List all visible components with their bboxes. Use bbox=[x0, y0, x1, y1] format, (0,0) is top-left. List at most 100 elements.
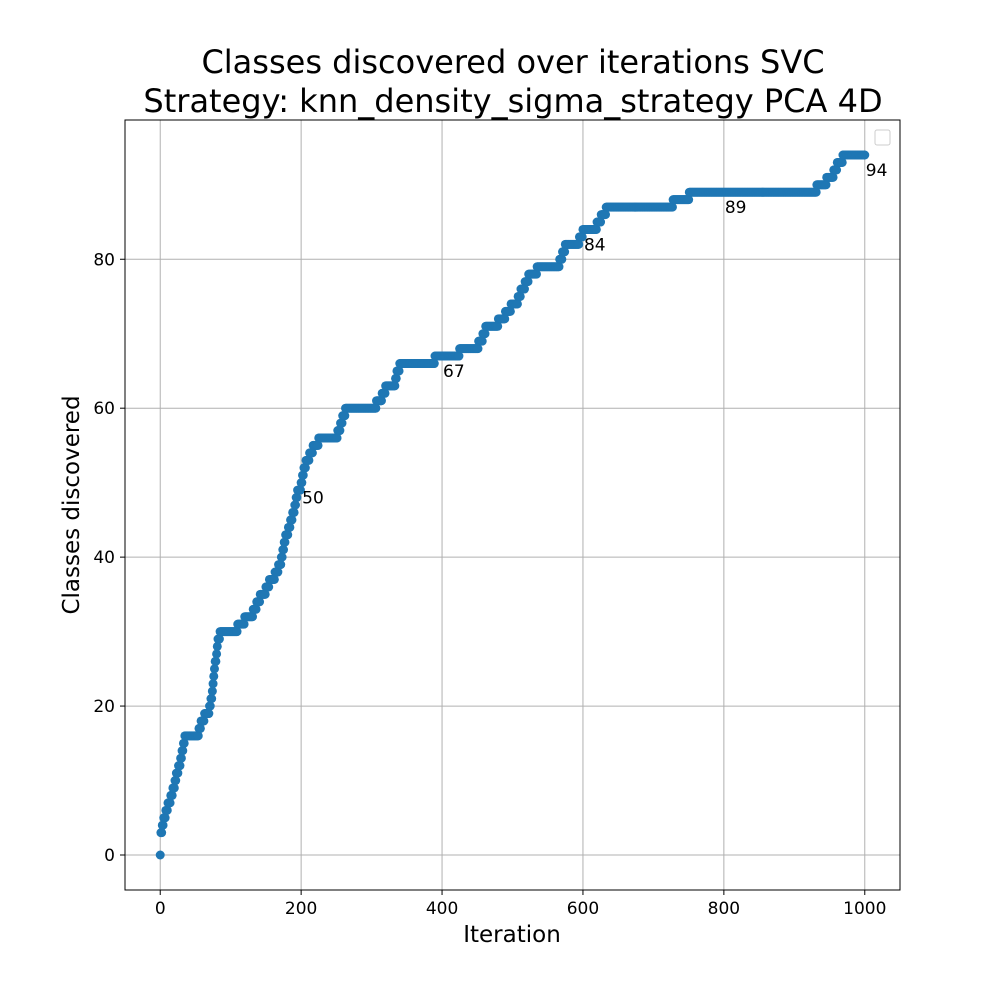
data-point bbox=[390, 381, 400, 391]
data-point bbox=[596, 217, 606, 227]
data-point bbox=[251, 604, 261, 614]
data-point bbox=[500, 314, 510, 324]
data-label: 89 bbox=[725, 198, 747, 218]
data-point bbox=[684, 195, 694, 205]
data-point bbox=[195, 723, 205, 733]
data-point bbox=[577, 232, 587, 242]
data-point bbox=[560, 247, 570, 257]
data-point bbox=[285, 522, 295, 532]
data-point bbox=[260, 589, 270, 599]
data-point bbox=[276, 560, 286, 570]
data-label: 94 bbox=[866, 161, 888, 181]
y-axis-label: Classes discovered bbox=[59, 395, 85, 614]
grid bbox=[125, 120, 900, 890]
data-point bbox=[212, 649, 222, 659]
chart-title-line1: Classes discovered over iterations SVC bbox=[201, 43, 824, 81]
data-point bbox=[523, 277, 533, 287]
data-point bbox=[519, 284, 529, 294]
data-point bbox=[173, 768, 183, 778]
data-point bbox=[155, 850, 165, 860]
x-tick-label: 200 bbox=[285, 899, 317, 919]
y-tick-label: 20 bbox=[93, 697, 115, 717]
x-tick-label: 1000 bbox=[843, 899, 886, 919]
data-point bbox=[167, 790, 177, 800]
data-point bbox=[269, 574, 279, 584]
data-point bbox=[480, 329, 490, 339]
data-point bbox=[313, 440, 323, 450]
data-point bbox=[832, 165, 842, 175]
data-point bbox=[280, 537, 290, 547]
data-point bbox=[454, 351, 464, 361]
data-point bbox=[837, 157, 847, 167]
data-point bbox=[300, 463, 310, 473]
data-point bbox=[178, 746, 188, 756]
y-tick-label: 0 bbox=[104, 846, 115, 866]
data-point bbox=[371, 403, 381, 413]
data-point bbox=[199, 716, 209, 726]
data-point bbox=[239, 619, 249, 629]
data-point bbox=[376, 396, 386, 406]
data-point bbox=[505, 306, 515, 316]
data-point bbox=[337, 418, 347, 428]
data-point bbox=[212, 641, 222, 651]
data-point bbox=[255, 597, 265, 607]
data-point bbox=[515, 291, 525, 301]
x-tick-label: 0 bbox=[155, 899, 166, 919]
y-tick-label: 40 bbox=[93, 548, 115, 568]
data-points bbox=[155, 150, 870, 860]
data-point bbox=[176, 753, 186, 763]
x-tick-label: 600 bbox=[567, 899, 599, 919]
data-point bbox=[591, 224, 601, 234]
data-point bbox=[667, 202, 677, 212]
data-point bbox=[307, 448, 317, 458]
data-point bbox=[298, 470, 308, 480]
data-point bbox=[171, 776, 181, 786]
data-point bbox=[193, 731, 203, 741]
data-point bbox=[295, 485, 305, 495]
data-point bbox=[165, 798, 175, 808]
data-point bbox=[291, 500, 300, 510]
data-point bbox=[828, 172, 838, 182]
data-point bbox=[332, 433, 342, 443]
data-point bbox=[340, 411, 350, 421]
data-point bbox=[429, 359, 439, 369]
data-point bbox=[493, 321, 503, 331]
data-point bbox=[391, 373, 401, 383]
data-point bbox=[601, 210, 610, 220]
y-tick-label: 60 bbox=[93, 399, 115, 419]
x-tick-label: 400 bbox=[426, 899, 458, 919]
data-label: 84 bbox=[584, 235, 606, 255]
data-point bbox=[214, 634, 224, 644]
data-point bbox=[205, 701, 215, 711]
data-point bbox=[531, 269, 541, 279]
data-point bbox=[512, 299, 522, 309]
data-point bbox=[207, 694, 217, 704]
data-point bbox=[554, 262, 564, 272]
data-point bbox=[204, 709, 214, 719]
data-point bbox=[160, 813, 170, 823]
chart-title-line2: Strategy: knn_density_sigma_strategy PCA… bbox=[143, 82, 882, 120]
data-point bbox=[335, 426, 345, 436]
x-axis-label: Iteration bbox=[463, 922, 561, 948]
x-tick-label: 800 bbox=[708, 899, 740, 919]
data-point bbox=[211, 656, 221, 666]
data-point bbox=[207, 686, 217, 696]
data-point bbox=[289, 507, 299, 517]
data-point bbox=[811, 187, 821, 197]
data-point bbox=[158, 820, 168, 830]
y-axis-ticks: 0 20 40 60 80 bbox=[93, 250, 125, 866]
data-point bbox=[208, 679, 218, 689]
data-point bbox=[162, 805, 172, 815]
data-point bbox=[169, 783, 179, 793]
data-point bbox=[394, 366, 404, 376]
data-point bbox=[860, 150, 870, 160]
plot-frame bbox=[124, 119, 901, 891]
data-point bbox=[283, 530, 293, 540]
data-annotations: 50 67 84 89 94 bbox=[302, 161, 887, 509]
y-tick-label: 80 bbox=[93, 250, 115, 270]
data-point bbox=[287, 515, 297, 525]
data-point bbox=[477, 336, 487, 346]
x-axis-ticks: 0 200 400 600 800 1000 bbox=[155, 890, 886, 919]
data-point bbox=[179, 738, 189, 748]
